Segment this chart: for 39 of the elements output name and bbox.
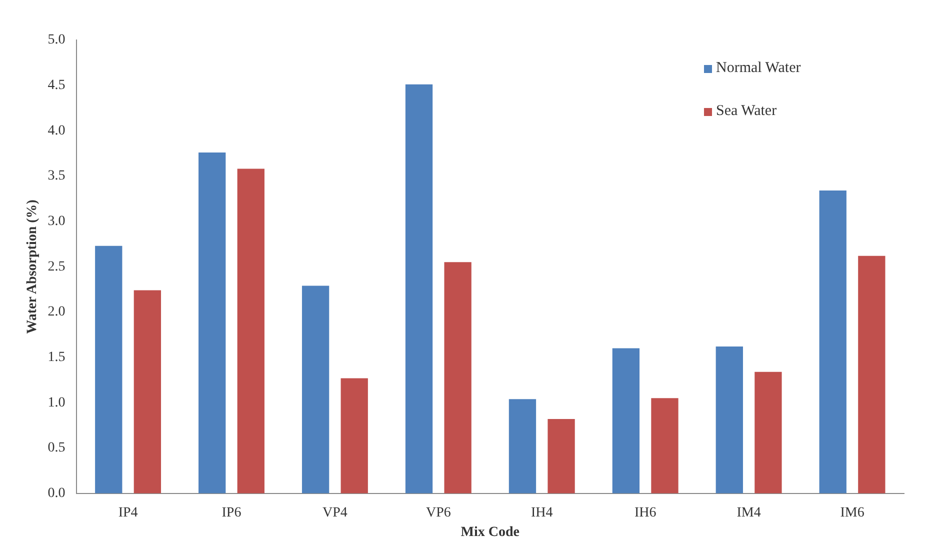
- y-tick-label: 3.0: [48, 214, 66, 230]
- bar: [508, 399, 536, 494]
- bar: [302, 286, 330, 494]
- x-tick-label: VP6: [426, 505, 451, 520]
- y-tick-label: 1.5: [48, 350, 66, 366]
- x-tick-label: IH4: [530, 505, 553, 520]
- x-tick-label: IM4: [736, 505, 761, 520]
- bar: [134, 290, 162, 494]
- x-tick-label: IP4: [118, 505, 138, 520]
- y-tick-label: 2.0: [48, 304, 66, 320]
- y-tick-label: 1.0: [48, 395, 66, 410]
- bar: [444, 262, 472, 494]
- bar: [716, 346, 743, 494]
- y-tick-label: 4.0: [48, 123, 66, 138]
- bar: [237, 168, 264, 494]
- x-axis-title: Mix Code: [460, 525, 520, 540]
- bar: [340, 378, 368, 494]
- x-tick-label: IP6: [222, 505, 242, 520]
- y-tick-label: 5.0: [48, 32, 66, 48]
- bar: [754, 372, 782, 494]
- bar: [548, 419, 575, 494]
- y-axis-title: Water Absorption (%): [25, 199, 40, 334]
- x-tick-label: VP4: [322, 505, 348, 520]
- y-tick-label: 3.5: [48, 168, 66, 184]
- y-tick-label: 0.0: [48, 486, 66, 502]
- legend-label: Sea Water: [716, 103, 777, 120]
- bar: [405, 84, 433, 494]
- bar: [95, 246, 122, 494]
- bar: [858, 256, 886, 494]
- bar: [651, 398, 678, 494]
- y-tick-label: 2.5: [48, 259, 66, 274]
- x-tick-label: IM6: [840, 505, 864, 520]
- bar: [198, 152, 226, 494]
- bar: [819, 190, 846, 494]
- bar: [612, 348, 640, 494]
- x-tick-label: IH6: [634, 505, 656, 520]
- y-tick-label: 4.5: [48, 78, 66, 94]
- y-tick-label: 0.5: [48, 440, 66, 456]
- legend-label: Normal Water: [716, 60, 801, 77]
